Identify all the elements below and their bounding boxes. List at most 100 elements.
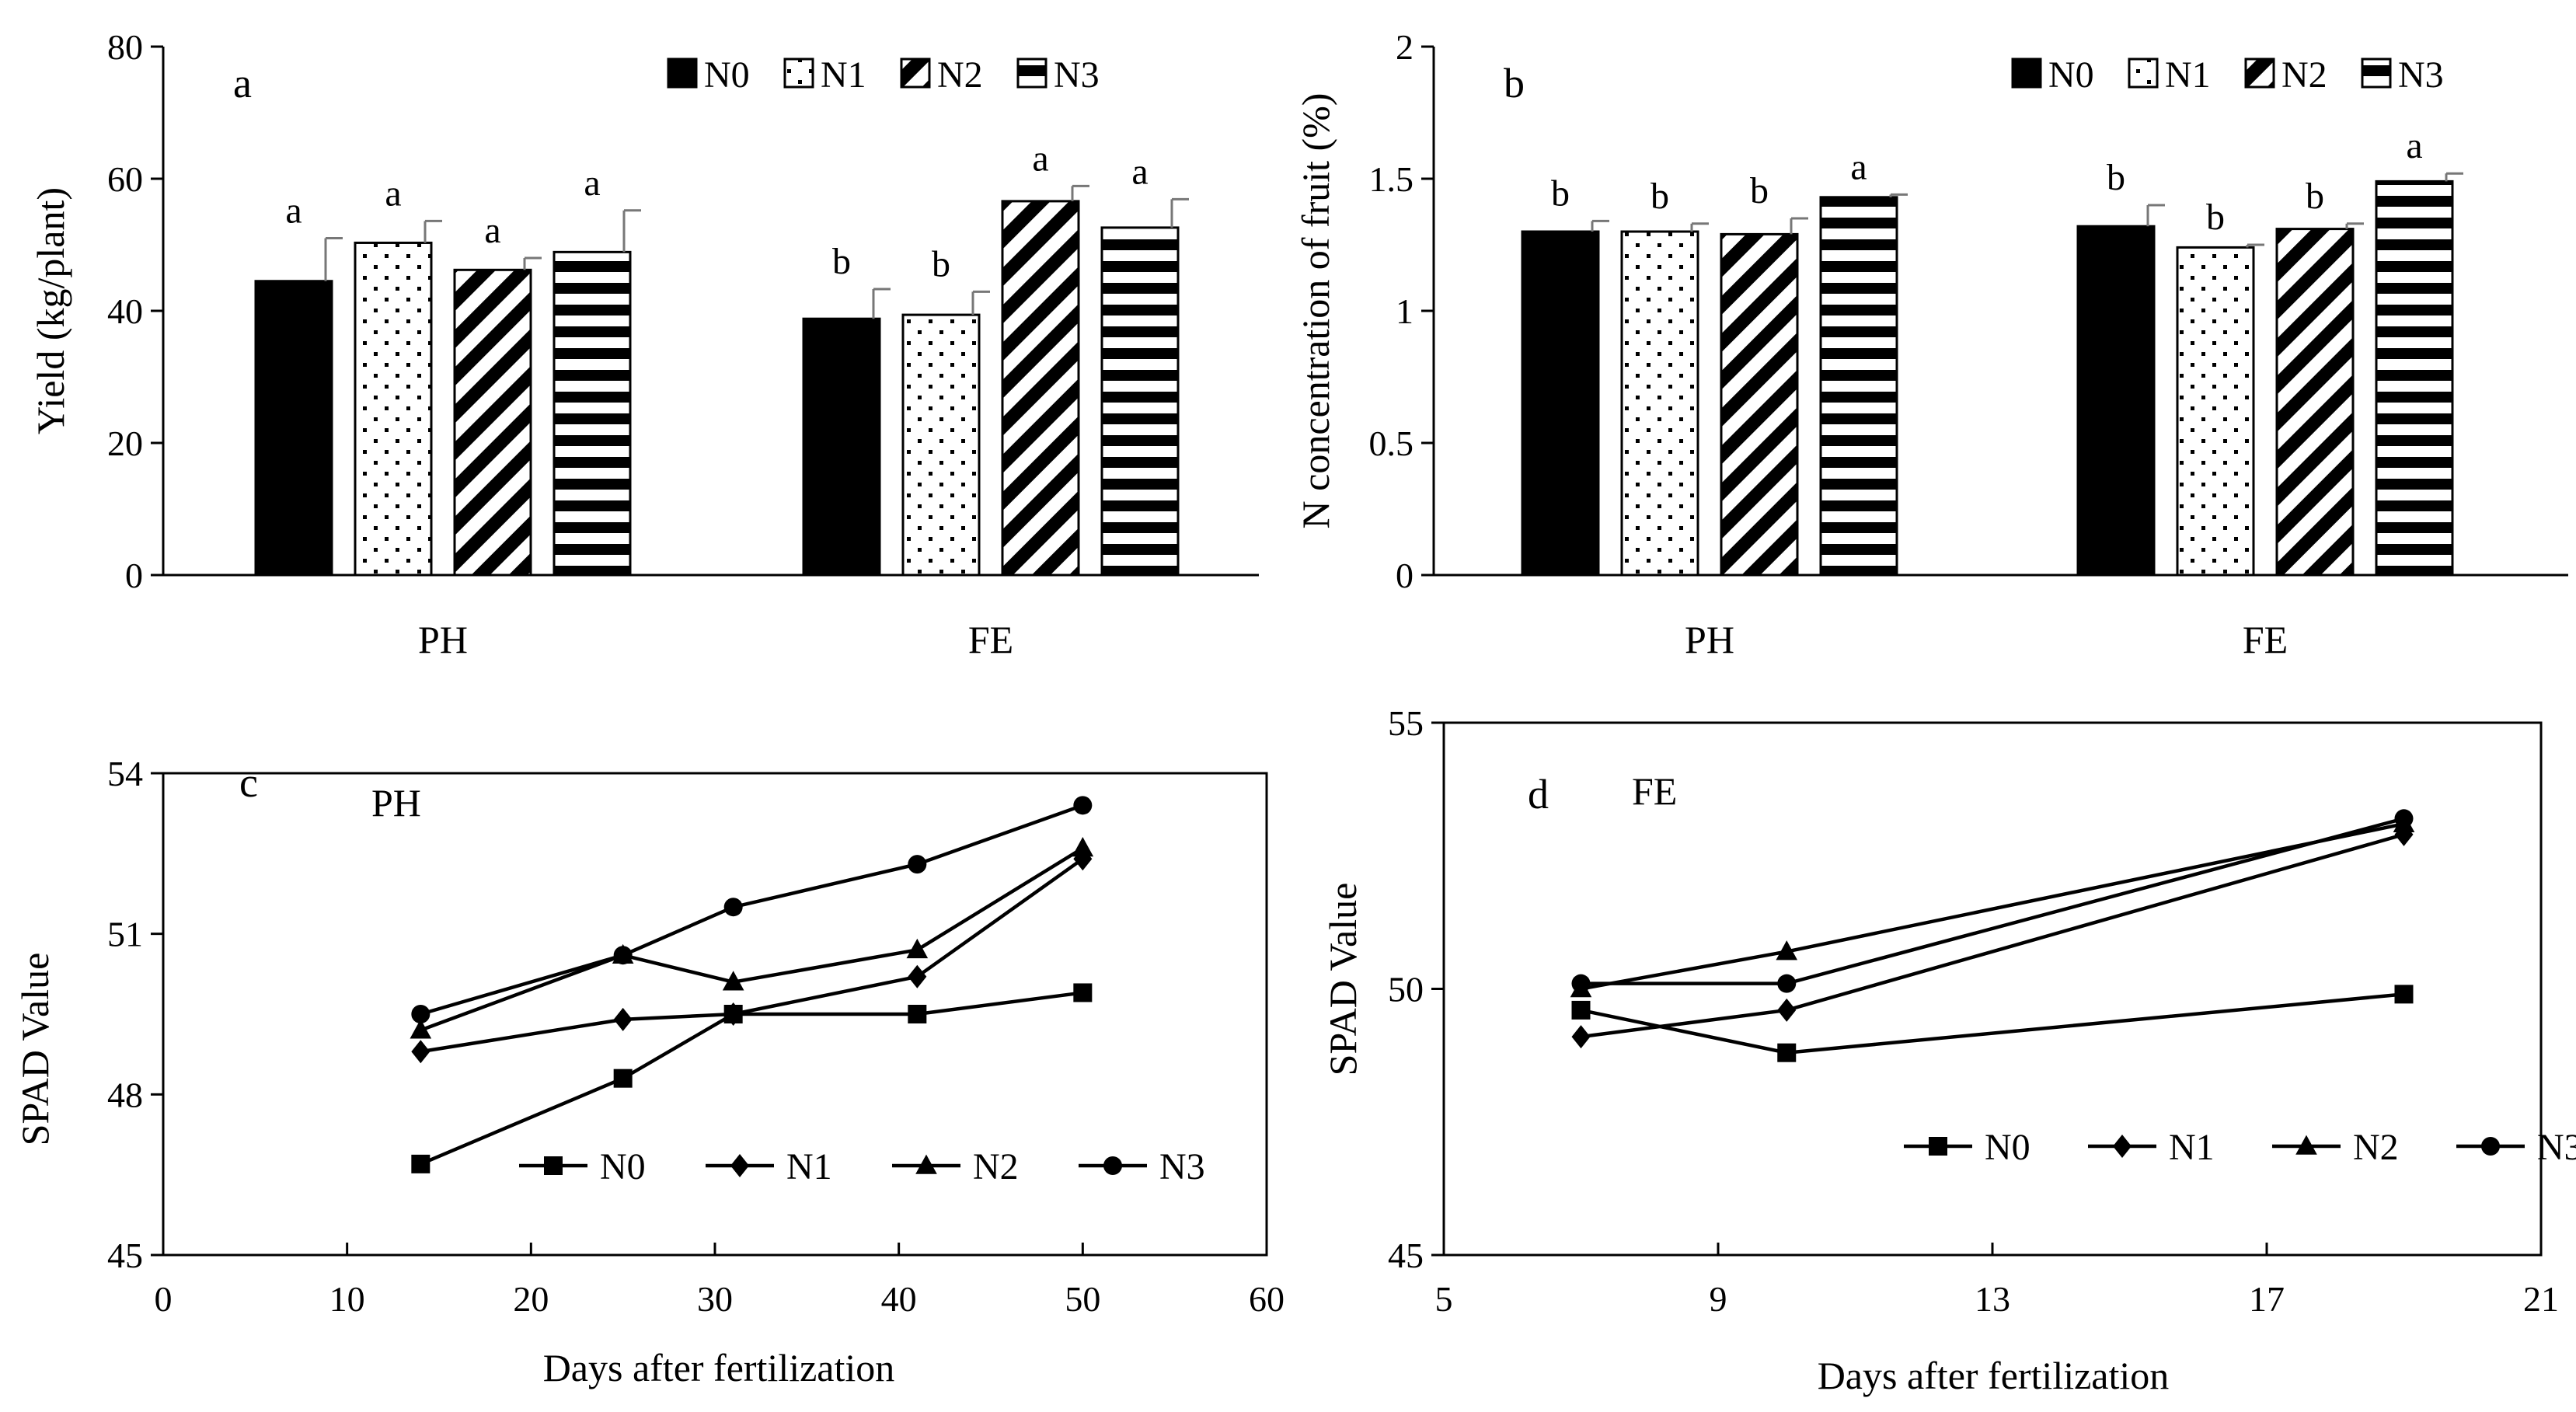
x-tick-label: 40 bbox=[881, 1279, 917, 1319]
y-tick-label: 54 bbox=[107, 754, 143, 793]
y-tick-label: 45 bbox=[1388, 1236, 1424, 1275]
bar bbox=[2176, 246, 2255, 577]
panel-c-y-axis-title: SPAD Value bbox=[13, 953, 57, 1146]
data-point bbox=[613, 946, 633, 965]
legend-marker bbox=[1929, 1137, 1947, 1156]
panel-d-label: d bbox=[1528, 771, 1549, 818]
legend-label: N0 bbox=[1985, 1127, 2030, 1168]
bar bbox=[2375, 180, 2454, 577]
panel-c-legend: N0 N1 N2 N3 bbox=[519, 1146, 1205, 1187]
x-category-label: PH bbox=[418, 618, 468, 661]
data-point bbox=[908, 855, 927, 874]
x-tick-label: 21 bbox=[2523, 1279, 2559, 1319]
legend-marker bbox=[544, 1156, 563, 1175]
data-point bbox=[1777, 974, 1797, 993]
panel-d-legend: N0 N1 N2 N3 bbox=[1904, 1127, 2576, 1168]
significance-letter: b bbox=[2206, 197, 2225, 238]
legend-label: N2 bbox=[973, 1146, 1019, 1187]
y-tick-label: 40 bbox=[107, 291, 143, 331]
y-tick-label: 1 bbox=[1396, 291, 1413, 331]
panel-d-spad-fe-chart: d FE SPAD Value Days after fertilization… bbox=[1321, 703, 2576, 1397]
legend-marker bbox=[1103, 1156, 1122, 1175]
significance-letter: b bbox=[2107, 157, 2125, 198]
x-tick-label: 60 bbox=[1249, 1279, 1285, 1319]
data-point bbox=[2394, 985, 2414, 1004]
panel-c-axes: 45 48 51 54 0 10 20 30 40 50 60 bbox=[107, 754, 1285, 1319]
significance-letter: a bbox=[1850, 146, 1867, 187]
data-point bbox=[1073, 983, 1093, 1002]
legend-marker bbox=[2481, 1137, 2500, 1156]
data-point bbox=[1777, 998, 1797, 1022]
data-point bbox=[613, 1007, 633, 1031]
legend-label: N1 bbox=[786, 1146, 832, 1187]
y-tick-label: 80 bbox=[107, 27, 143, 67]
y-tick-label: 60 bbox=[107, 159, 143, 199]
x-tick-label: 9 bbox=[1710, 1279, 1727, 1319]
legend-marker bbox=[730, 1154, 749, 1177]
data-point bbox=[1571, 974, 1591, 993]
legend-label: N1 bbox=[2169, 1127, 2215, 1168]
bar bbox=[802, 317, 881, 577]
legend-marker bbox=[2295, 1135, 2317, 1155]
x-tick-label: 13 bbox=[1975, 1279, 2010, 1319]
legend-swatch bbox=[2011, 58, 2042, 89]
legend-label: N0 bbox=[600, 1146, 646, 1187]
data-point bbox=[1776, 940, 1798, 961]
panel-c-x-axis-title: Days after fertilization bbox=[543, 1346, 895, 1389]
y-tick-label: 55 bbox=[1388, 703, 1424, 743]
series-line bbox=[1581, 992, 2404, 1055]
series-line bbox=[420, 846, 1084, 1032]
data-point bbox=[906, 938, 929, 959]
panel-b-label: b bbox=[1504, 60, 1525, 106]
x-tick-label: 30 bbox=[697, 1279, 733, 1319]
panel-c-spad-ph-chart: c PH SPAD Value Days after fertilization… bbox=[13, 754, 1285, 1389]
legend-label: N3 bbox=[1054, 54, 1100, 96]
significance-letter: b bbox=[1551, 173, 1570, 214]
data-point bbox=[1072, 837, 1094, 857]
bar bbox=[552, 250, 632, 577]
significance-letter: b bbox=[1651, 176, 1669, 217]
y-tick-label: 0.5 bbox=[1369, 424, 1414, 463]
y-tick-label: 20 bbox=[107, 424, 143, 463]
x-category-label: FE bbox=[2243, 618, 2288, 661]
panel-d-title: FE bbox=[1632, 769, 1677, 813]
bar bbox=[2275, 228, 2355, 577]
bar bbox=[901, 313, 981, 577]
y-tick-label: 0 bbox=[1396, 556, 1413, 595]
x-category-label: PH bbox=[1685, 618, 1734, 661]
panel-a-bars: a a a a b b a a bbox=[254, 138, 1189, 577]
significance-letter: b bbox=[832, 241, 851, 282]
x-tick-label: 50 bbox=[1065, 1279, 1100, 1319]
legend-label: N3 bbox=[2398, 54, 2444, 96]
panel-a-label: a bbox=[233, 60, 252, 106]
panel-d-y-axis-title: SPAD Value bbox=[1321, 883, 1365, 1076]
data-point bbox=[908, 964, 927, 988]
x-tick-label: 17 bbox=[2249, 1279, 2285, 1319]
panel-b-legend: N0 N1 N2 N3 bbox=[2011, 54, 2444, 96]
data-point bbox=[723, 1002, 743, 1026]
bar bbox=[1521, 230, 1600, 577]
x-tick-label: 0 bbox=[155, 1279, 173, 1319]
legend-marker bbox=[2113, 1135, 2132, 1158]
significance-letter: a bbox=[1131, 151, 1148, 192]
data-point bbox=[1073, 796, 1093, 815]
y-tick-label: 1.5 bbox=[1369, 159, 1414, 199]
legend-swatch bbox=[2361, 58, 2392, 89]
legend-label: N3 bbox=[2537, 1127, 2576, 1168]
significance-letter: a bbox=[285, 190, 302, 232]
bar bbox=[1620, 230, 1699, 577]
series-line bbox=[420, 991, 1083, 1166]
panel-c-title: PH bbox=[371, 781, 421, 825]
legend-label: N2 bbox=[2281, 54, 2327, 96]
legend-marker bbox=[915, 1154, 937, 1174]
series-line bbox=[1581, 817, 2405, 985]
legend-label: N2 bbox=[937, 54, 983, 96]
legend-swatch bbox=[2244, 58, 2275, 89]
panel-b-bars: b b b a b b b a bbox=[1521, 125, 2463, 577]
data-point bbox=[1571, 1000, 1591, 1020]
data-point bbox=[1571, 1025, 1591, 1049]
bar bbox=[2076, 225, 2156, 577]
